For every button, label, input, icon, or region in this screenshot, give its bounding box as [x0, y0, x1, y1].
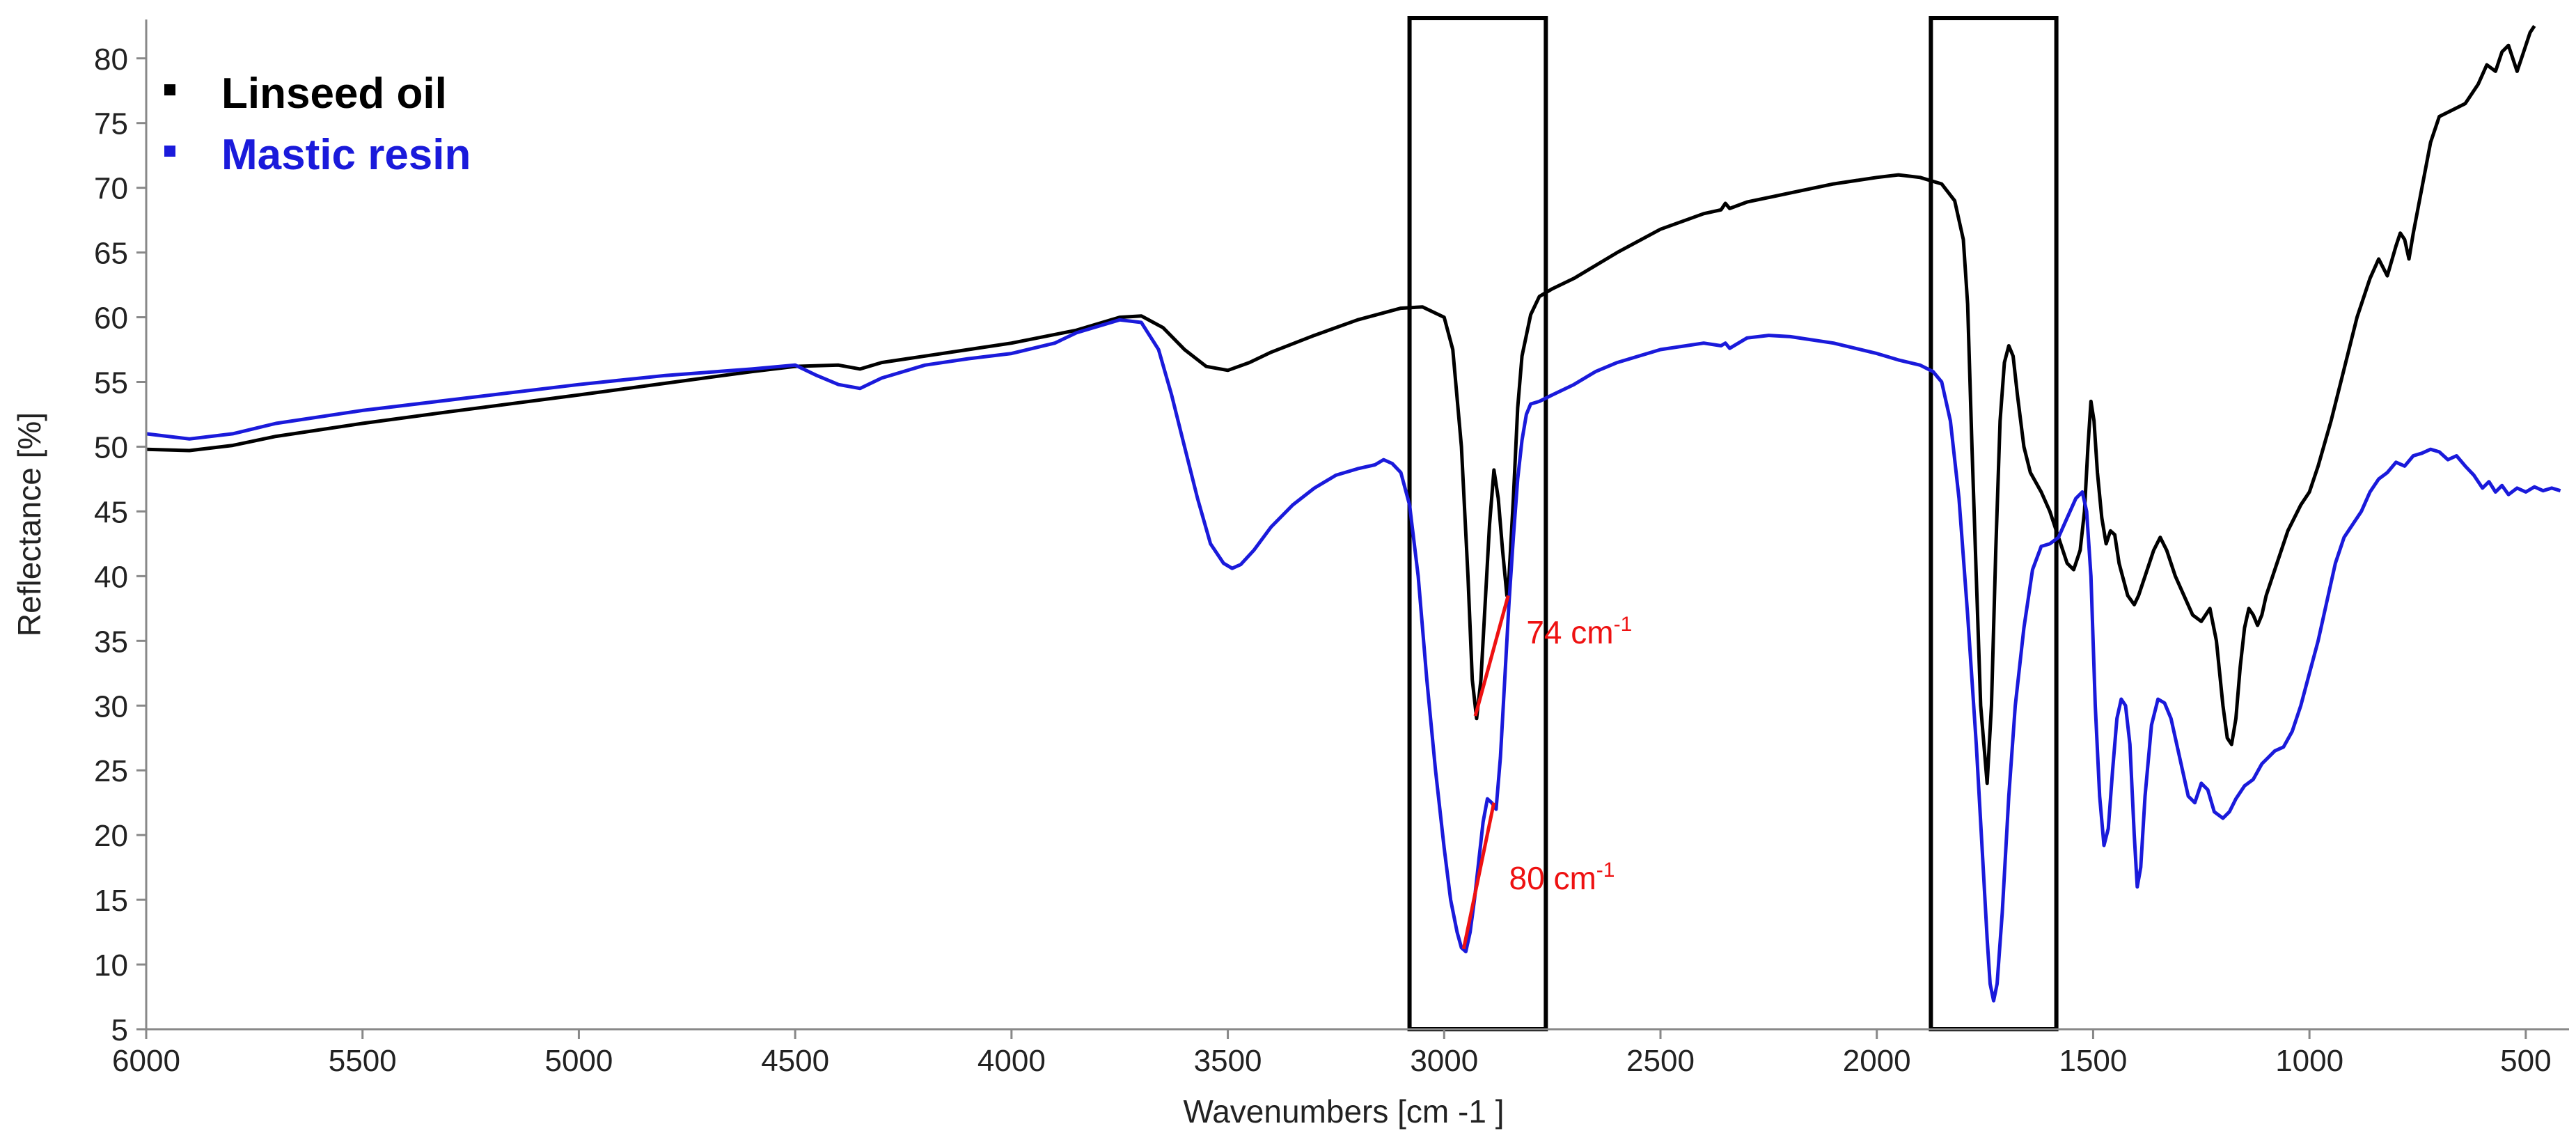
annotation-superscript-2: -1	[1596, 859, 1615, 882]
y-axis-title: Reflectance [%]	[11, 412, 47, 636]
y-tick-label: 40	[94, 560, 128, 594]
y-tick-label: 80	[94, 42, 128, 77]
annotation-value-2: 80 cm	[1509, 860, 1596, 896]
annotation-line-2	[1461, 802, 1496, 950]
legend-marker-1	[164, 84, 175, 95]
series-line-linseed-oil	[146, 24, 2536, 786]
x-tick-label: 5500	[329, 1044, 397, 1078]
x-tick-label: 4500	[761, 1044, 829, 1078]
y-tick-label: 50	[94, 430, 128, 464]
legend: Linseed oil Mastic resin	[164, 70, 471, 179]
y-tick-label: 35	[94, 625, 128, 659]
x-tick-label: 1500	[2059, 1044, 2127, 1078]
annotation-superscript-1: -1	[1614, 613, 1633, 636]
x-tick-label: 6000	[112, 1044, 180, 1078]
annotations: 74 cm-180 cm-1	[1461, 595, 1632, 950]
y-tick-label: 65	[94, 237, 128, 271]
x-tick-label: 500	[2500, 1044, 2551, 1078]
y-tick-label: 25	[94, 754, 128, 788]
y-tick-label: 75	[94, 107, 128, 141]
y-tick-label: 60	[94, 302, 128, 336]
x-tick-label: 3000	[1410, 1044, 1478, 1078]
series-line-mastic-resin	[146, 318, 2561, 1003]
x-axis-title: Wavenumbers [cm -1 ]	[1184, 1093, 1505, 1130]
annotation-line-1	[1473, 595, 1510, 717]
x-tick-label: 2000	[1843, 1044, 1911, 1078]
legend-label-1: Linseed oil	[221, 70, 447, 118]
y-tick-label: 70	[94, 172, 128, 206]
y-tick-label: 20	[94, 819, 128, 853]
series-lines	[146, 24, 2561, 1003]
y-tick-label: 55	[94, 366, 128, 400]
y-tick-label: 5	[111, 1013, 128, 1047]
axes: 5 10 15 20 25 30 35 40 45 50 55 60 65 70 75 80 6000 5500 5…	[11, 19, 2569, 1130]
legend-label-2: Mastic resin	[221, 131, 471, 179]
legend-marker-2	[164, 146, 175, 157]
x-tick-label: 4000	[977, 1044, 1046, 1078]
y-tick-label: 30	[94, 689, 128, 724]
annotation-label-2: 80 cm-1	[1509, 859, 1615, 896]
x-tick-label: 2500	[1626, 1044, 1695, 1078]
x-tick-label: 3500	[1194, 1044, 1262, 1078]
y-tick-label: 45	[94, 495, 128, 529]
x-tick-label: 5000	[544, 1044, 613, 1078]
annotation-value-1: 74 cm	[1526, 614, 1613, 650]
x-tick-label: 1000	[2275, 1044, 2343, 1078]
y-tick-label: 10	[94, 948, 128, 983]
annotation-label-1: 74 cm-1	[1526, 613, 1632, 650]
y-tick-label: 15	[94, 884, 128, 918]
